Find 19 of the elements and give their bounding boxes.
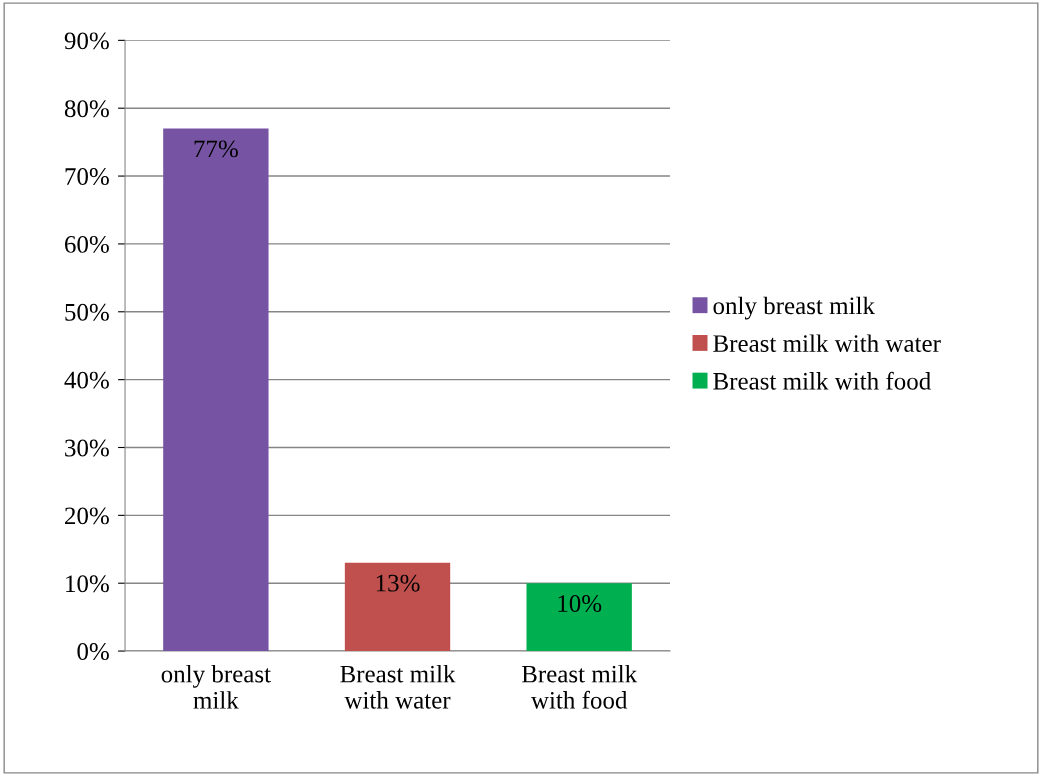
legend-label: Breast milk with food	[713, 371, 931, 390]
data-label: 77%	[194, 140, 238, 158]
y-tick-label: 30%	[65, 439, 109, 457]
y-tick-label: 10%	[66, 575, 109, 593]
x-tick-label: Breast milk with water	[340, 664, 456, 709]
y-tick-label: 80%	[64, 100, 109, 118]
data-label: 10%	[558, 595, 602, 612]
legend-label: only breast milk	[713, 296, 875, 320]
data-label: 13%	[376, 574, 420, 592]
y-tick-label: 0%	[77, 643, 109, 661]
x-tick-label: Breast milk with food	[521, 664, 638, 709]
y-tick-label: 90%	[64, 32, 109, 50]
y-tick-label: 20%	[65, 507, 109, 525]
y-tick-label: 60%	[65, 235, 109, 253]
y-tick-label: 70%	[65, 168, 109, 186]
y-tick-label: 50%	[65, 303, 109, 321]
legend-label: Breast milk with water	[713, 334, 941, 352]
y-tick-label: 40%	[64, 371, 109, 389]
x-tick-label: only breast milk	[161, 664, 271, 709]
